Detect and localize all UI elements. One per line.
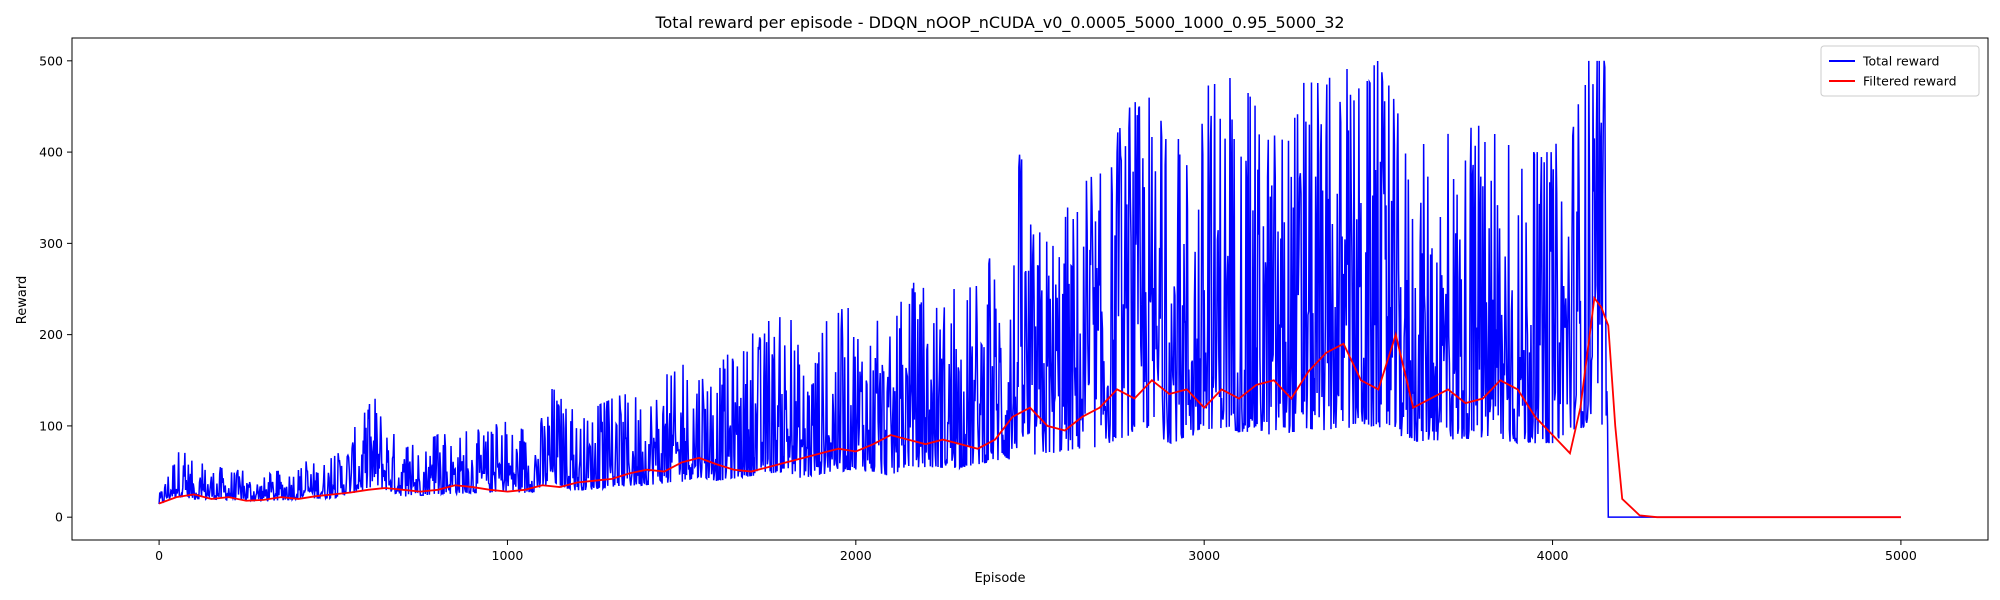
y-tick-label: 0 — [55, 510, 63, 525]
y-axis-label: Reward — [15, 276, 30, 324]
legend-label: Total reward — [1862, 54, 1939, 69]
x-tick-label: 0 — [155, 548, 163, 563]
y-tick-label: 500 — [39, 53, 63, 68]
legend-label: Filtered reward — [1863, 74, 1957, 89]
y-tick-label: 100 — [39, 418, 63, 433]
plot-area: 0 1000 2000 3000 4000 5000 0 100 200 300 400 500 — [39, 37, 1989, 563]
filtered-reward-line — [158, 295, 1901, 519]
x-tick-label: 2000 — [840, 548, 872, 563]
y-tick-label: 400 — [39, 145, 63, 160]
legend: Total reward Filtered reward — [1820, 45, 1980, 97]
y-tick-label: 300 — [39, 236, 63, 251]
x-tick-label: 3000 — [1188, 548, 1220, 563]
plot-frame — [71, 37, 1989, 541]
x-axis-label: Episode — [974, 571, 1025, 586]
legend-box — [1820, 45, 1980, 97]
y-tick-label: 200 — [39, 327, 63, 342]
x-tick-label: 5000 — [1885, 548, 1917, 563]
chart-title: Total reward per episode - DDQN_nOOP_nCU… — [654, 13, 1344, 33]
x-tick-label: 1000 — [492, 548, 524, 563]
x-tick-label: 4000 — [1537, 548, 1569, 563]
total-reward-line — [158, 60, 1901, 518]
